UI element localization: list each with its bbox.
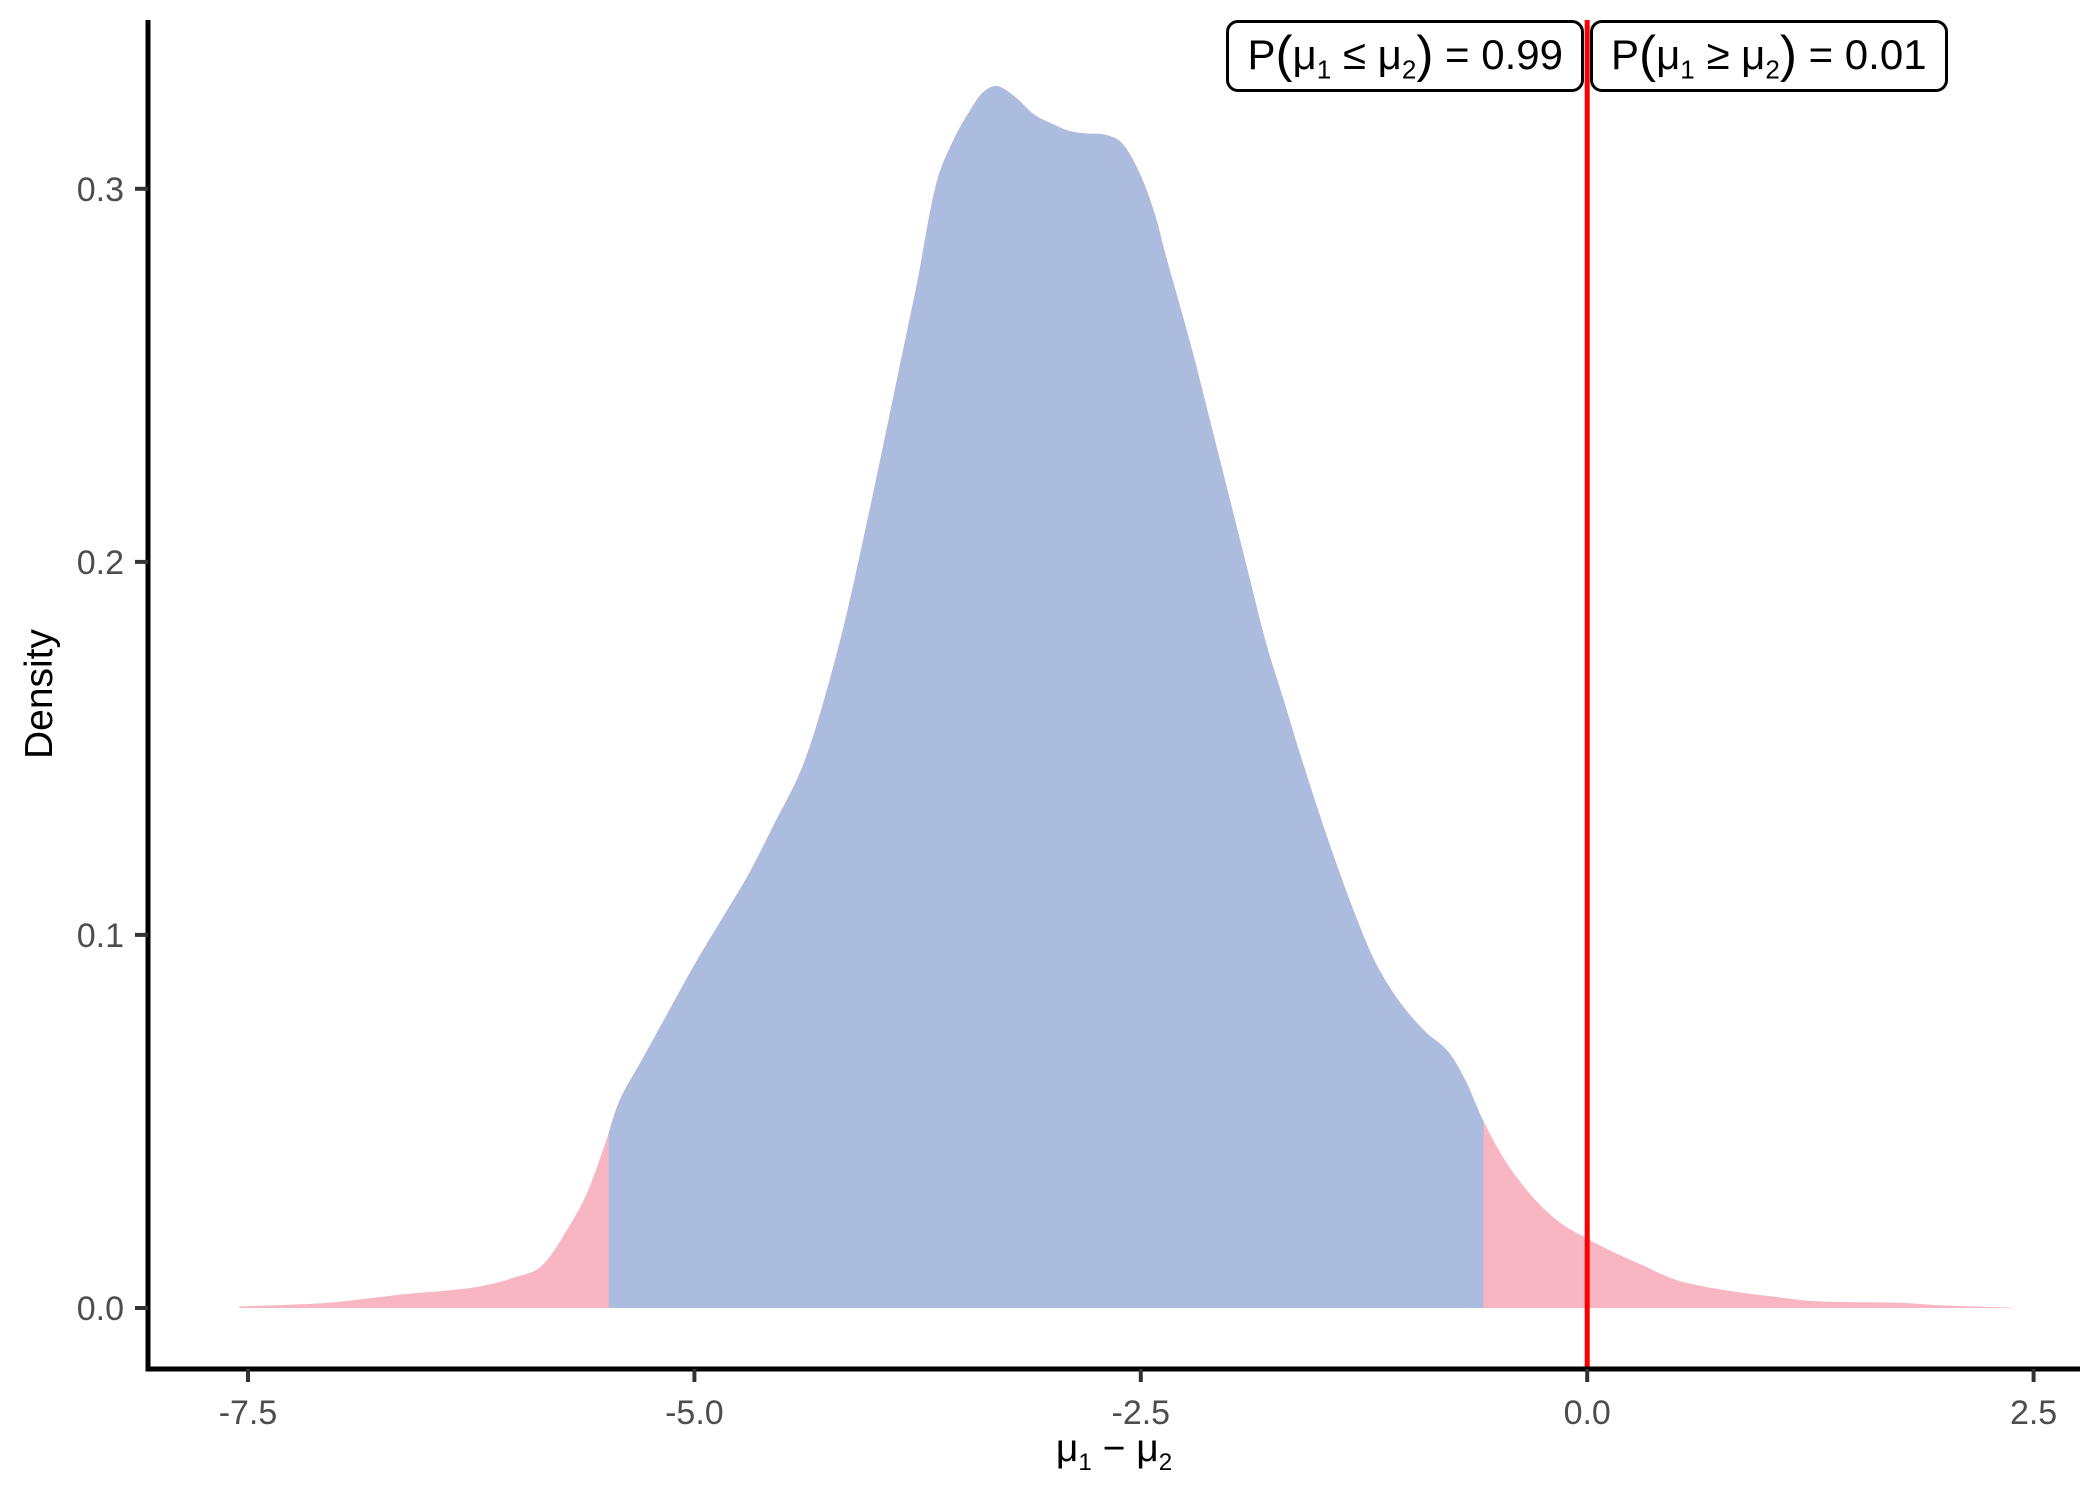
subscript: 2 bbox=[1765, 54, 1780, 85]
x-tick-label: 2.5 bbox=[2010, 1394, 2057, 1432]
y-axis-title: Density bbox=[18, 628, 61, 760]
paren-glyph: ( bbox=[1275, 25, 1293, 83]
y-tick-label: 0.2 bbox=[77, 544, 124, 582]
paren-glyph: ( bbox=[1639, 25, 1657, 83]
density-area-credible-interval bbox=[608, 86, 1484, 1308]
y-tick-label: 0.1 bbox=[77, 917, 124, 955]
y-tick-label: 0.3 bbox=[77, 171, 124, 209]
paren-glyph: ) bbox=[1779, 25, 1797, 83]
x-tick-label: -2.5 bbox=[1112, 1394, 1171, 1432]
subscript: 1 bbox=[1078, 1448, 1092, 1476]
x-tick-label: -5.0 bbox=[665, 1394, 724, 1432]
paren-glyph: ) bbox=[1416, 25, 1434, 83]
x-axis-title: μ1 − μ2 bbox=[1055, 1427, 1173, 1476]
y-tick-label: 0.0 bbox=[77, 1290, 124, 1328]
subscript: 2 bbox=[1401, 54, 1417, 85]
subscript: 1 bbox=[1316, 54, 1332, 85]
subscript: 2 bbox=[1158, 1448, 1173, 1476]
probability-annotation-right: P(μ1 ≥ μ2) = 0.01 bbox=[1590, 20, 1948, 92]
x-tick-label: 0.0 bbox=[1564, 1394, 1611, 1432]
x-tick-label: -7.5 bbox=[219, 1394, 278, 1432]
probability-annotation-left: P(μ1 ≤ μ2) = 0.99 bbox=[1226, 20, 1584, 92]
subscript: 1 bbox=[1680, 54, 1695, 85]
